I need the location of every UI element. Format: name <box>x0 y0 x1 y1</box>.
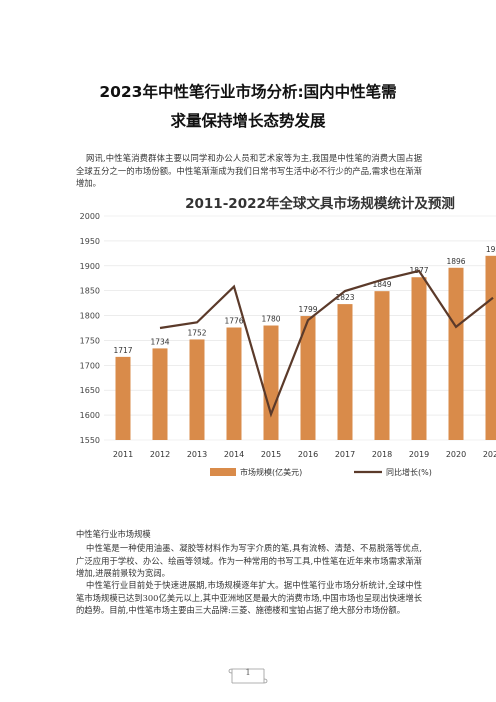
bar <box>115 356 131 440</box>
bar <box>337 304 353 440</box>
scroll-ornament-icon <box>228 668 268 684</box>
document-title-line1: 2023年中性笔行业市场分析:国内中性笔需 <box>99 83 397 101</box>
y-tick-label: 1800 <box>80 312 100 321</box>
x-tick-label: 2014 <box>224 450 244 459</box>
bar-data-label: 1823 <box>335 293 354 302</box>
bar <box>374 291 390 440</box>
x-tick-label: 2016 <box>298 450 318 459</box>
market-size-chart: 2011-2022年全球文具市场规模统计及预测 1550 1600 1650 1700… <box>80 195 496 477</box>
bar-data-label: 192 <box>486 245 496 254</box>
intro-paragraph: 网讯,中性笔消费群体主要以同学和办公人员和艺术家等为主,我国是中性笔的消费大国占… <box>76 153 422 188</box>
legend-swatch-bar <box>210 468 236 476</box>
chart-legend: 市场规模(亿美元) 同比增长(%) <box>210 467 432 477</box>
document-title-line2: 求量保持增长态势发展 <box>170 112 326 130</box>
bar-data-label: 1717 <box>113 346 132 355</box>
x-tick-label: 2019 <box>409 450 429 459</box>
body-paragraph-1: 中性笔是一种使用油墨、凝胶等材料作为写字介质的笔,具有流畅、清楚、不易脱落等优点… <box>76 543 422 578</box>
y-tick-label: 1600 <box>80 411 100 420</box>
y-tick-label: 1950 <box>80 237 100 246</box>
bar <box>226 327 242 440</box>
y-tick-label: 1750 <box>80 336 100 345</box>
bar-data-label: 1896 <box>446 257 465 266</box>
chart-bars <box>115 255 496 440</box>
x-tick-label: 2017 <box>335 450 355 459</box>
page-number: 1 <box>245 668 251 677</box>
page-number-scroll: 1 <box>228 664 268 686</box>
x-tick-label: 2012 <box>150 450 170 459</box>
section-title: 中性笔行业市场规模 <box>76 529 151 539</box>
legend-label-line: 同比增长(%) <box>386 467 432 477</box>
chart-title: 2011-2022年全球文具市场规模统计及预测 <box>185 195 455 212</box>
bar <box>263 325 279 440</box>
y-tick-label: 1650 <box>80 386 100 395</box>
chart-x-axis: 2011 2012 2013 2014 2015 2016 2017 2018 2019 2020… <box>113 450 496 459</box>
x-tick-label: 2015 <box>261 450 281 459</box>
growth-line <box>159 269 494 418</box>
y-tick-label: 1850 <box>80 287 100 296</box>
bar <box>189 339 205 440</box>
y-tick-label: 1900 <box>80 262 100 271</box>
bar-data-label: 1776 <box>224 317 243 326</box>
x-tick-label: 2020 <box>446 450 466 459</box>
bar-data-label: 1780 <box>261 315 280 324</box>
x-tick-label: 2013 <box>187 450 207 459</box>
y-tick-label: 1700 <box>80 361 100 370</box>
x-tick-label: 2011 <box>113 450 133 459</box>
bar-data-label: 1734 <box>150 337 169 346</box>
bar <box>300 316 316 440</box>
bar-data-label: 1752 <box>187 328 206 337</box>
bar-data-label: 1799 <box>298 305 317 314</box>
x-tick-label: 2018 <box>372 450 392 459</box>
y-tick-label: 2000 <box>80 212 100 221</box>
body-paragraph-2: 中性笔行业目前处于快速进展期,市场规模逐年扩大。据中性笔行业市场分析统计,全球中… <box>76 580 422 615</box>
bar-data-label: 1849 <box>372 280 391 289</box>
bar <box>152 348 168 440</box>
legend-label-bar: 市场规模(亿美元) <box>240 467 302 477</box>
chart-growth-line <box>159 269 494 418</box>
bar <box>448 267 464 440</box>
x-tick-label: 2021 <box>483 450 496 459</box>
chart-y-axis: 1550 1600 1650 1700 1750 1800 1850 1900 1950 2000 <box>80 212 100 445</box>
y-tick-label: 1550 <box>80 436 100 445</box>
bar <box>411 277 427 440</box>
bar <box>485 255 496 440</box>
